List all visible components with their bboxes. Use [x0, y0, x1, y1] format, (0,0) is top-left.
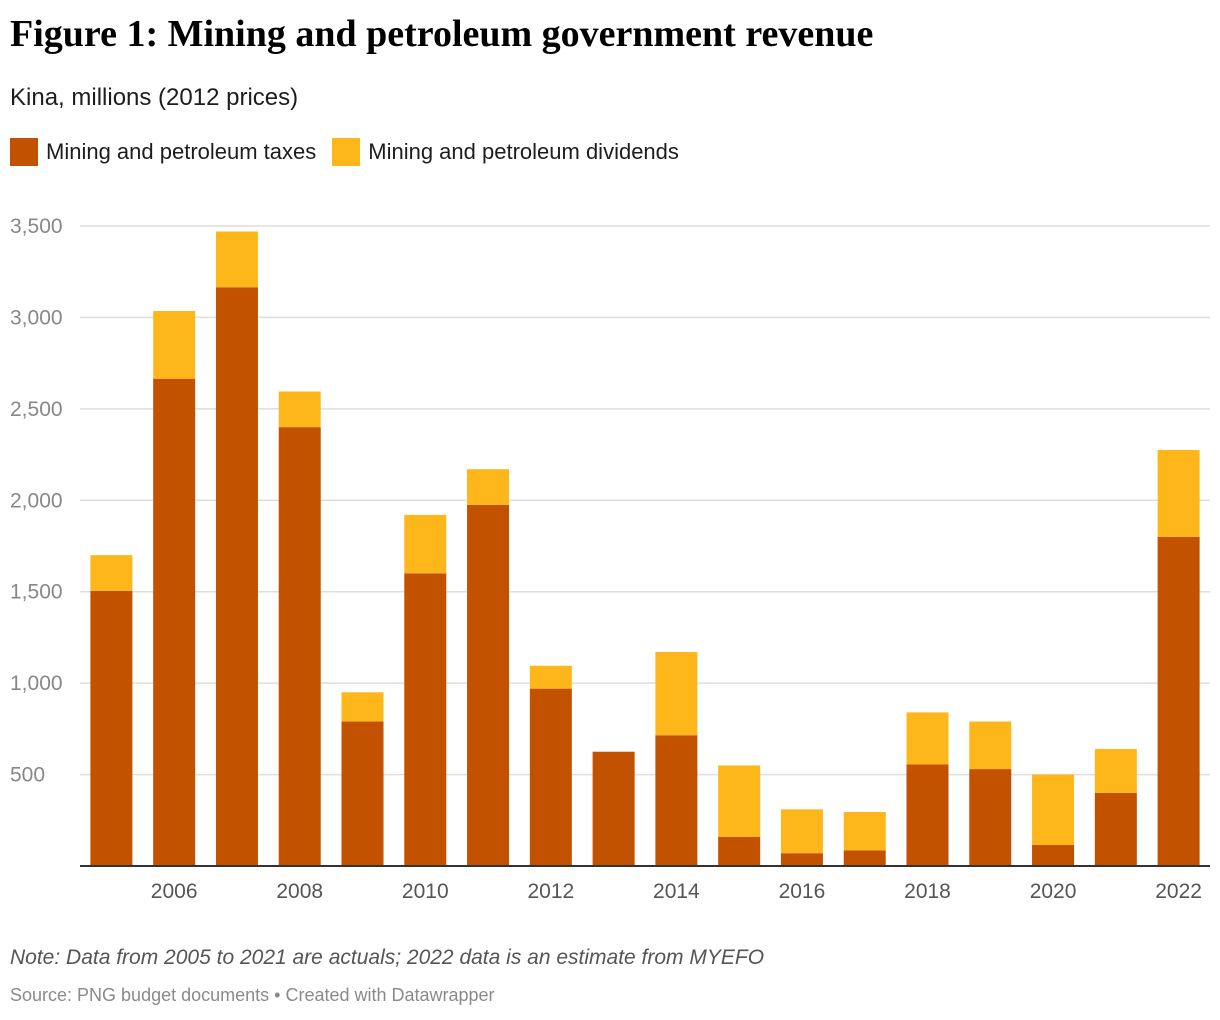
bar-dividends	[843, 812, 886, 851]
bar-dividends	[1157, 450, 1200, 537]
legend-label-dividends: Mining and petroleum dividends	[368, 139, 679, 164]
bar-dividends	[969, 721, 1012, 770]
bar-taxes	[153, 378, 196, 866]
bar-taxes	[655, 735, 698, 866]
legend-item-taxes: Mining and petroleum taxes	[10, 138, 316, 166]
legend-swatch-taxes	[10, 138, 38, 166]
bar-dividends	[1094, 748, 1137, 793]
bar-dividends	[215, 231, 258, 288]
x-tick-label: 2008	[276, 880, 323, 903]
bar-taxes	[969, 769, 1012, 866]
x-tick-label: 2012	[527, 880, 574, 903]
bar-taxes	[906, 764, 949, 866]
bar-taxes	[90, 590, 133, 866]
y-tick-label: 3,500	[10, 215, 63, 238]
bar-taxes	[843, 850, 886, 866]
legend-label-taxes: Mining and petroleum taxes	[46, 139, 317, 164]
chart-title: Figure 1: Mining and petroleum governmen…	[10, 13, 874, 55]
y-tick-label: 2,500	[10, 398, 63, 421]
y-tick-label: 500	[10, 764, 45, 787]
x-tick-label: 2016	[779, 880, 826, 903]
bar-taxes	[404, 573, 447, 866]
bar-dividends	[404, 514, 447, 574]
y-tick-label: 3,000	[10, 306, 63, 329]
bar-taxes	[278, 427, 321, 866]
bar-dividends	[467, 469, 510, 505]
bar-taxes	[592, 751, 635, 866]
bar-dividends	[1032, 774, 1075, 845]
bar-dividends	[90, 555, 133, 591]
y-tick-label: 1,000	[10, 672, 63, 695]
bar-dividends	[780, 809, 823, 854]
chart-legend: Mining and petroleum taxes Mining and pe…	[10, 138, 695, 166]
bar-dividends	[153, 311, 196, 379]
bar-dividends	[655, 652, 698, 736]
chart-note: Note: Data from 2005 to 2021 are actuals…	[10, 946, 765, 969]
bar-dividends	[341, 692, 384, 722]
bar-taxes	[341, 721, 384, 866]
x-tick-label: 2020	[1030, 880, 1077, 903]
y-tick-label: 2,000	[10, 489, 63, 512]
bar-taxes	[1032, 844, 1075, 866]
x-tick-label: 2014	[653, 880, 700, 903]
bar-taxes	[780, 853, 823, 866]
x-tick-label: 2010	[402, 880, 449, 903]
bar-taxes	[718, 836, 761, 866]
stacked-bar-chart: 500 1,000 1,500 2,000 2,500 3,000 3,500 2006 200…	[10, 215, 1210, 903]
legend-item-dividends: Mining and petroleum dividends	[332, 138, 679, 166]
bar-dividends	[718, 765, 761, 837]
chart-source: Source: PNG budget documents • Created w…	[10, 985, 495, 1005]
x-tick-label: 2006	[151, 880, 198, 903]
legend-swatch-dividends	[332, 138, 361, 166]
chart-subtitle: Kina, millions (2012 prices)	[10, 84, 299, 111]
bar-taxes	[1094, 792, 1137, 866]
bar-dividends	[906, 712, 949, 765]
bar-taxes	[215, 287, 258, 866]
x-tick-label: 2018	[904, 880, 951, 903]
bar-taxes	[529, 688, 572, 866]
bar-taxes	[467, 504, 510, 866]
bar-taxes	[1157, 536, 1200, 866]
bar-dividends	[529, 665, 572, 689]
bar-dividends	[278, 391, 321, 428]
x-tick-label: 2022	[1155, 880, 1202, 903]
y-tick-label: 1,500	[10, 581, 63, 604]
